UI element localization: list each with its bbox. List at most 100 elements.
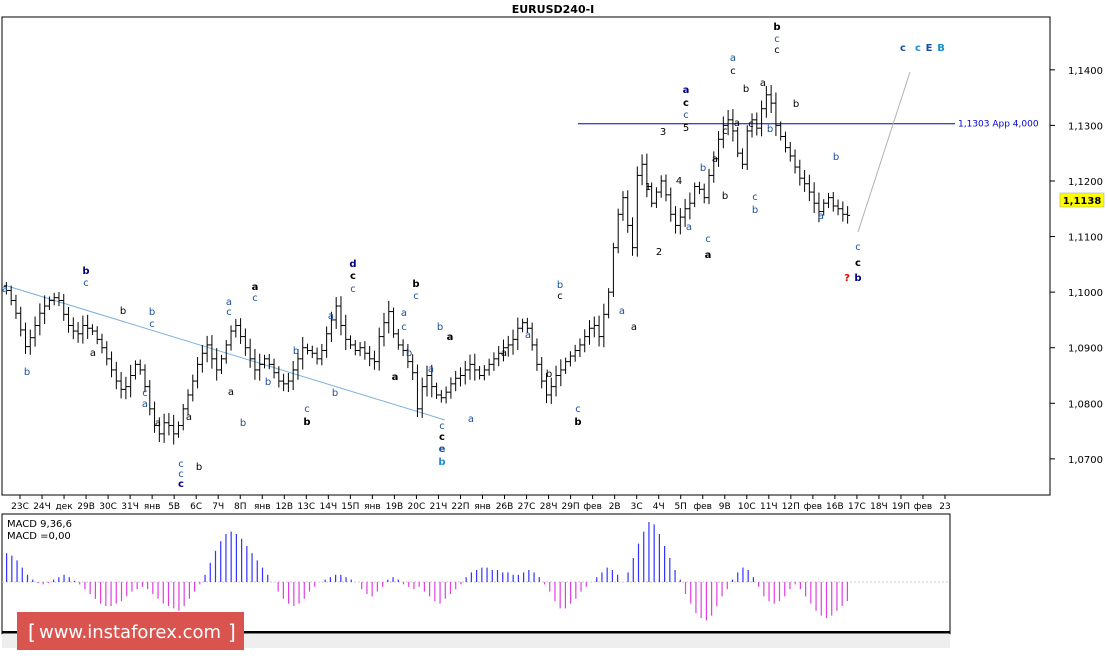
wave-label-b: b bbox=[265, 377, 271, 388]
time-axis: 23С 24Ч дек 29В 30С 31Ч янв 5В 6С 7Ч 8П янв 12В 13С 14… bbox=[11, 495, 951, 512]
time-tick-label: 10С bbox=[738, 502, 756, 512]
wave-label-c: c bbox=[401, 322, 407, 333]
wave-label-a: a bbox=[447, 332, 454, 343]
time-tick-label: янв bbox=[474, 502, 491, 512]
price-tick-label: 1,1100 bbox=[1068, 233, 1103, 244]
time-tick-label: 3С bbox=[631, 502, 643, 512]
wave-label-a: a bbox=[734, 118, 740, 129]
time-tick-label: 27С bbox=[518, 502, 536, 512]
price-tick-label: 1,1400 bbox=[1068, 66, 1103, 77]
time-tick-label: 5П bbox=[674, 502, 687, 512]
wave-label-E: E bbox=[926, 43, 933, 54]
time-tick-label: дек bbox=[55, 502, 73, 512]
time-tick-label: фев bbox=[914, 502, 933, 512]
wave-label-c: c bbox=[252, 293, 258, 304]
time-tick-label: фев bbox=[804, 502, 823, 512]
wave-label-a: a bbox=[631, 322, 637, 333]
time-tick-label: 6С bbox=[190, 502, 202, 512]
wave-label-c: c bbox=[752, 192, 758, 203]
wave-label-a: a bbox=[155, 418, 161, 429]
wave-question-mark: ? bbox=[844, 273, 850, 284]
time-tick-label: фев bbox=[583, 502, 602, 512]
time-tick-label: 5В bbox=[168, 502, 180, 512]
wave-label-c: c bbox=[855, 258, 861, 269]
wave-label-a: a bbox=[228, 387, 234, 398]
time-tick-label: 17С bbox=[848, 502, 866, 512]
time-tick-label: 15П bbox=[341, 502, 359, 512]
wave-label-c: c bbox=[142, 388, 148, 399]
time-tick-label: 22П bbox=[451, 502, 469, 512]
wave-label-b: b bbox=[793, 99, 799, 110]
wave-label-c: c bbox=[83, 278, 89, 289]
wave-label-b: b bbox=[196, 462, 202, 473]
current-price-badge bbox=[1059, 192, 1105, 208]
time-tick-label: 14Ч bbox=[320, 502, 338, 512]
time-tick-label: 23 bbox=[939, 502, 950, 512]
wave-label-b: b bbox=[767, 124, 773, 135]
wave-label-B: B bbox=[937, 43, 945, 54]
wave-label-c: c bbox=[439, 421, 445, 432]
watermark-bracket-right: ] bbox=[228, 620, 236, 644]
wave-label-a: a bbox=[619, 306, 625, 317]
wave-label-b: b bbox=[854, 273, 861, 284]
wave-number-3: 3 bbox=[660, 127, 666, 138]
wave-label-b: b bbox=[240, 418, 246, 429]
wave-label-b: b bbox=[438, 457, 445, 468]
watermark-badge bbox=[17, 612, 244, 650]
wave-label-b: b bbox=[24, 367, 30, 378]
wave-label-b: b bbox=[722, 191, 728, 202]
watermark-bracket-left: [ bbox=[28, 620, 36, 644]
time-tick-label: 21Ч bbox=[430, 502, 448, 512]
time-tick-label: 11Ч bbox=[760, 502, 778, 512]
main-plot-frame bbox=[1, 16, 1051, 496]
current-price-label: 1,1138 bbox=[1063, 196, 1102, 207]
time-tick-label: янв bbox=[254, 502, 271, 512]
wave-label-c: c bbox=[557, 291, 563, 302]
wave-label-c: c bbox=[304, 404, 310, 415]
wave-label-c: c bbox=[178, 469, 184, 480]
wave-label-c: c bbox=[730, 66, 736, 77]
wave-label-b: b bbox=[303, 417, 310, 428]
wave-label-b: b bbox=[700, 163, 706, 174]
time-tick-label: янв bbox=[364, 502, 381, 512]
time-tick-label: 2В bbox=[609, 502, 621, 512]
wave-label-b: b bbox=[752, 205, 758, 216]
wave-label-b: b bbox=[149, 307, 155, 318]
time-tick-label: 8П bbox=[234, 502, 247, 512]
time-tick-label: 28Ч bbox=[540, 502, 558, 512]
wave-label-a: a bbox=[818, 211, 824, 222]
time-tick-label: 4Ч bbox=[653, 502, 665, 512]
time-tick-label: 18Ч bbox=[870, 502, 888, 512]
wave-label-a: a bbox=[705, 250, 712, 261]
price-tick-label: 1,1200 bbox=[1068, 177, 1103, 188]
wave-number-4: 4 bbox=[676, 176, 682, 187]
level-line-label: 1,1303 App 4,000 bbox=[958, 120, 1039, 130]
wave-number-1: 1 bbox=[645, 182, 651, 193]
time-tick-label: 13С bbox=[297, 502, 315, 512]
price-tick-label: 1,0800 bbox=[1068, 399, 1103, 410]
wave-label-b: b bbox=[557, 280, 563, 291]
descending-trend-line[interactable] bbox=[3, 284, 446, 421]
wave-label-c: c bbox=[683, 98, 689, 109]
time-tick-label: 19П bbox=[892, 502, 910, 512]
time-tick-label: 7Ч bbox=[212, 502, 224, 512]
time-tick-label: 12В bbox=[275, 502, 293, 512]
wave-label-b: b bbox=[412, 279, 419, 290]
wave-label-e: e bbox=[439, 444, 446, 455]
wave-label-b: b bbox=[437, 322, 443, 333]
wave-label-a: a bbox=[468, 414, 474, 425]
wave-label-a: a bbox=[252, 282, 259, 293]
wave-label-c: c bbox=[413, 291, 419, 302]
wave-label-a: a bbox=[760, 78, 766, 89]
time-tick-label: 30С bbox=[99, 502, 117, 512]
time-tick-label: фев bbox=[693, 502, 712, 512]
wave-label-b: b bbox=[293, 346, 299, 357]
time-tick-label: 24Ч bbox=[33, 502, 51, 512]
wave-label-a: a bbox=[401, 308, 407, 319]
wave-label-c: c bbox=[439, 432, 445, 443]
wave-label-b: b bbox=[546, 369, 552, 380]
wave-label-a: a bbox=[712, 154, 718, 165]
time-tick-label: 31Ч bbox=[121, 502, 139, 512]
projection-line[interactable] bbox=[857, 71, 911, 233]
